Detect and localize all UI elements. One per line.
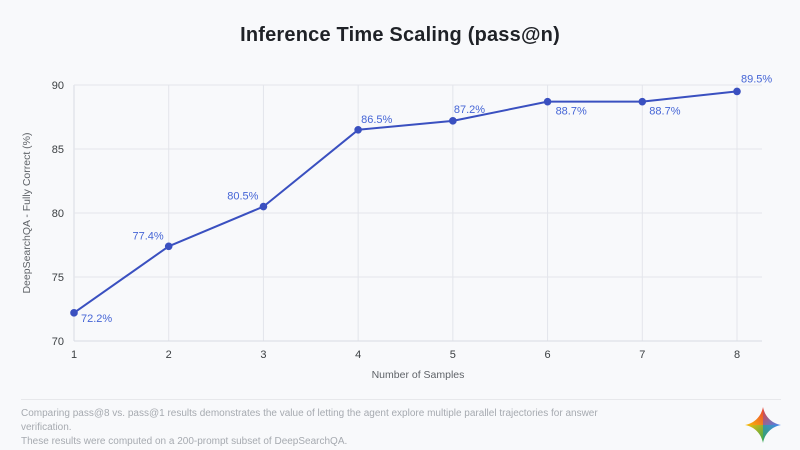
x-tick-label: 6: [545, 349, 551, 361]
y-axis-title: DeepSearchQA - Fully Correct (%): [21, 132, 33, 293]
x-tick-label: 4: [355, 349, 361, 361]
data-point: [733, 87, 741, 96]
data-point-label: 86.5%: [361, 114, 392, 126]
x-tick-label: 5: [450, 349, 456, 361]
y-tick-label: 75: [52, 272, 64, 284]
y-tick-label: 80: [52, 208, 64, 220]
footer-note-line1: Comparing pass@8 vs. pass@1 results demo…: [21, 408, 598, 433]
x-tick-label: 2: [166, 349, 172, 361]
x-tick-label: 3: [260, 349, 266, 361]
data-point-label: 87.2%: [454, 104, 485, 116]
data-point-label: 80.5%: [227, 191, 258, 203]
data-point: [164, 242, 173, 251]
footer-note-line2: These results were computed on a 200-pro…: [21, 436, 348, 447]
y-tick-label: 85: [52, 144, 64, 156]
chart-title: Inference Time Scaling (pass@n): [240, 24, 560, 46]
y-tick-label: 70: [52, 336, 64, 348]
footer-divider: [21, 399, 781, 400]
x-tick-label: 8: [734, 349, 740, 361]
x-tick-label: 7: [639, 349, 645, 361]
data-point: [449, 117, 457, 125]
gemini-sparkle-icon: [745, 407, 781, 443]
data-point-label: 72.2%: [81, 313, 112, 325]
data-point: [543, 97, 552, 106]
data-point-label: 77.4%: [133, 230, 164, 242]
data-point: [354, 126, 362, 134]
x-tick-label: 1: [71, 349, 77, 361]
data-point: [70, 309, 78, 317]
trend-line: [73, 90, 738, 314]
data-point: [259, 202, 268, 211]
data-point-label: 88.7%: [556, 106, 587, 118]
y-tick-label: 90: [52, 80, 64, 92]
data-point-label: 89.5%: [741, 73, 772, 85]
data-point: [638, 97, 647, 106]
x-axis-title: Number of Samples: [372, 369, 465, 381]
footer-note: Comparing pass@8 vs. pass@1 results demo…: [21, 407, 641, 449]
data-point-label: 88.7%: [649, 106, 680, 118]
